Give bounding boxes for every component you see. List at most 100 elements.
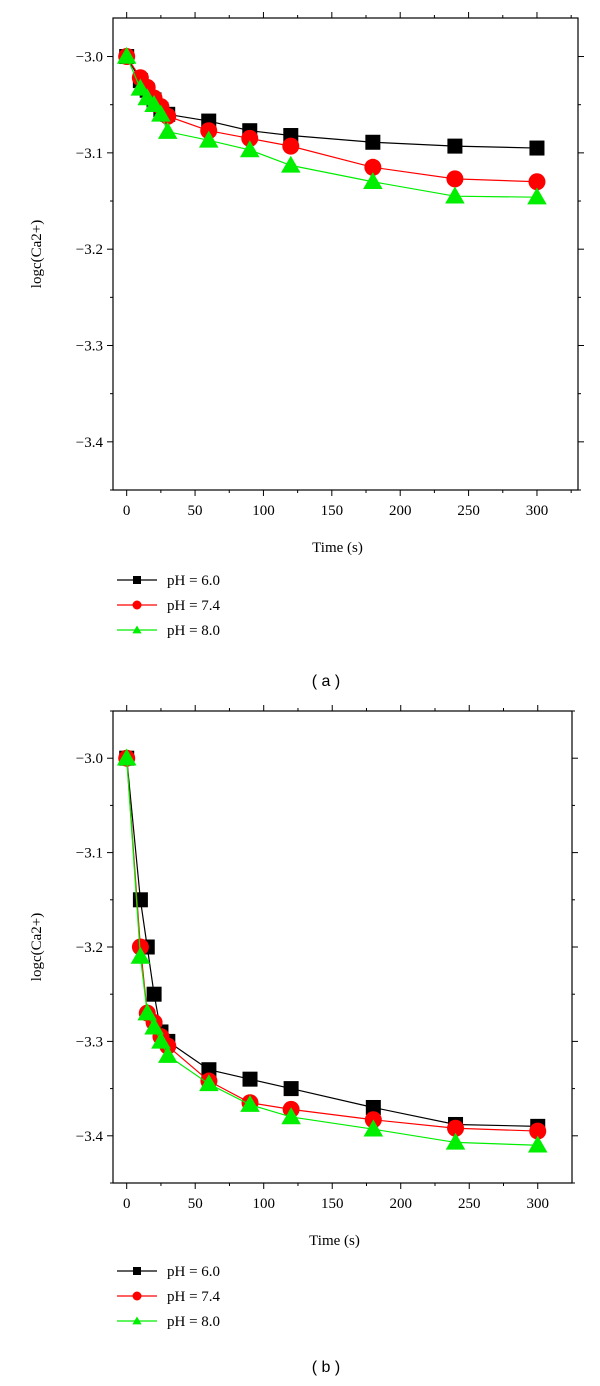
data-point [281,155,301,173]
data-point [282,137,300,155]
series-line [126,758,538,1146]
plot-frame [112,17,579,491]
data-point [132,892,148,908]
series-2 [118,48,546,191]
x-tick-label: 50 [188,1196,203,1212]
y-tick-label: −3.0 [76,751,103,767]
x-tick-label: 100 [252,503,275,519]
series-line [126,758,538,1127]
legend-label: pH = 6.0 [167,1264,220,1280]
data-point [529,1122,547,1140]
y-axis-title: logc(Ca2+) [29,220,45,288]
series-line [126,56,537,198]
x-axis-title: Time (s) [312,540,363,556]
data-point [528,173,546,191]
x-tick-label: 250 [457,503,480,519]
legend-entry: pH = 7.4 [117,598,221,614]
y-tick-label: −3.0 [76,50,103,66]
data-point [281,1107,301,1125]
y-tick-label: −3.2 [76,940,103,956]
data-point [144,95,164,112]
data-point [446,170,464,188]
y-tick-label: −3.1 [76,146,103,162]
chart-panel-b: 0 50 100 150 200 250 300 −3.0 −3.1 −3.2 −3.3 −3.4 Ti… [29,705,578,1376]
y-tick-label: −3.2 [76,242,103,258]
data-point [198,130,219,148]
legend-entry: pH = 6.0 [117,573,220,589]
data-point [151,104,171,122]
data-point [144,1017,164,1035]
series-2 [118,749,547,1140]
data-point [146,986,162,1002]
data-point [241,129,259,147]
x-tick-label: 150 [321,503,344,519]
data-point [240,1094,260,1112]
x-tick-label: 0 [123,503,131,519]
y-tick-label: −3.4 [76,435,104,451]
legend-label: pH = 7.4 [167,598,221,614]
legend-entry: pH = 6.0 [117,1264,220,1280]
data-point [242,1071,258,1087]
y-tick-label: −3.3 [76,1034,103,1050]
data-point [157,121,178,139]
panel-caption: ( a ) [312,673,340,690]
data-point [365,1099,381,1115]
legend-entry: pH = 7.4 [117,1289,221,1305]
data-point [239,140,260,158]
legend-marker [132,625,142,634]
x-tick-label: 50 [188,503,203,519]
data-point [365,134,381,150]
x-tick-label: 150 [321,1196,344,1212]
x-tick-label: 0 [123,1196,131,1212]
data-point [199,1074,219,1092]
y-tick-label: −3.3 [76,339,103,355]
data-point [447,138,463,154]
data-point [527,187,547,205]
legend-marker [132,1316,142,1325]
series-line [126,758,538,1132]
plot-frame [112,710,573,1184]
legend-marker [133,1267,141,1275]
x-tick-label: 250 [458,1196,481,1212]
x-tick-label: 300 [526,503,549,519]
data-point [364,158,382,176]
data-point [363,172,383,190]
data-point [363,1119,384,1137]
legend-label: pH = 7.4 [167,1289,221,1305]
y-axis-title: logc(Ca2+) [29,913,45,981]
panel-caption: ( b ) [312,1359,340,1376]
legend-entry: pH = 8.0 [117,623,220,639]
legend-marker [132,600,142,610]
y-tick-label: −3.4 [76,1129,104,1145]
legend-marker [133,576,141,584]
series-3 [116,46,547,205]
data-point [529,140,545,156]
y-tick-label: −3.1 [76,846,103,862]
series-line [126,56,537,149]
legend-label: pH = 8.0 [167,623,220,639]
data-point [447,1119,465,1137]
series-1 [119,49,545,156]
legend-marker [132,1291,142,1301]
x-axis-title: Time (s) [309,1233,360,1249]
data-point [151,1031,171,1049]
legend-label: pH = 8.0 [167,1314,220,1330]
series-1 [119,750,546,1134]
chart-panel-a: 0 50 100 150 200 250 300 −3.0 −3.1 −3.2 −3.3 −3.4 Ti… [29,12,584,690]
x-tick-label: 100 [252,1196,275,1212]
data-point [116,46,137,64]
x-tick-label: 200 [389,1196,412,1212]
data-point [445,1132,466,1150]
x-tick-label: 300 [526,1196,549,1212]
data-point [445,186,465,204]
data-point [137,1003,158,1021]
data-point [283,1081,299,1097]
legend-entry: pH = 8.0 [117,1314,220,1330]
data-point [130,946,151,964]
x-tick-label: 200 [389,503,412,519]
legend-label: pH = 6.0 [167,573,220,589]
series-3 [116,748,548,1153]
data-point [130,78,151,96]
data-point [116,748,137,766]
